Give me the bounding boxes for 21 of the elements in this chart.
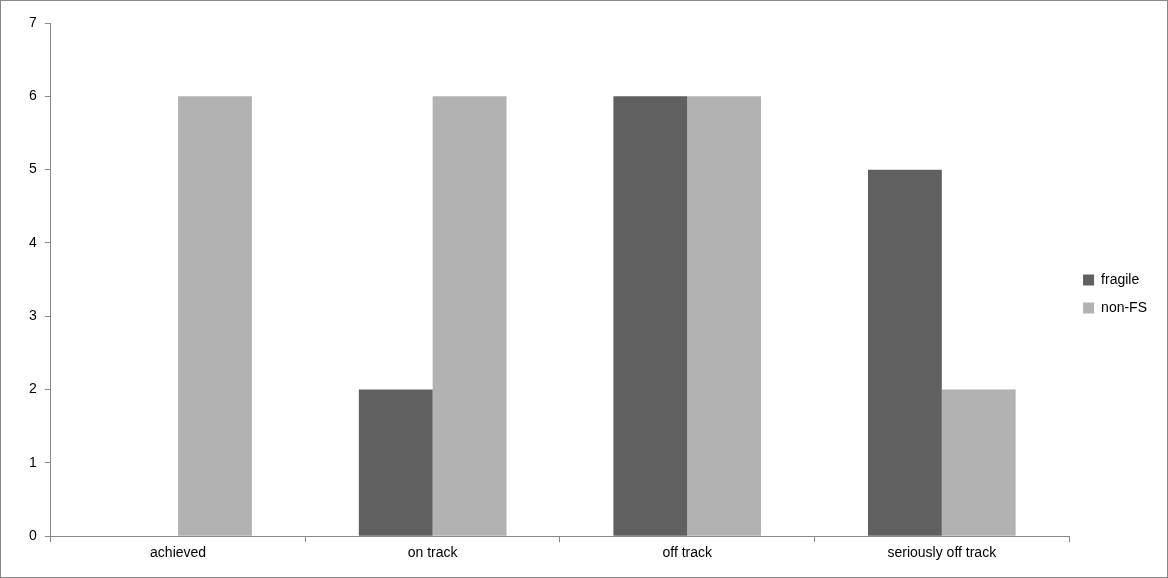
- y-tick-label: 5: [28, 160, 37, 177]
- bar: [613, 96, 688, 536]
- x-tick-label: achieved: [150, 544, 207, 561]
- y-tick-label: 1: [28, 453, 37, 470]
- y-tick-label: 0: [28, 527, 37, 544]
- bar: [687, 96, 762, 536]
- x-tick-label: on track: [407, 544, 459, 561]
- bar: [358, 389, 433, 536]
- x-tick-label: seriously off track: [887, 544, 998, 561]
- y-tick-label: 7: [28, 13, 37, 30]
- bar: [941, 389, 1016, 536]
- y-tick-label: 4: [28, 233, 37, 250]
- y-tick-label: 2: [28, 380, 37, 397]
- y-tick-label: 6: [28, 87, 37, 104]
- legend-label: fragile: [1101, 270, 1140, 287]
- bar: [867, 169, 942, 536]
- x-tick-label: off track: [662, 544, 713, 561]
- legend-label: non-FS: [1101, 298, 1148, 315]
- bar: [432, 96, 507, 536]
- y-tick-label: 3: [28, 307, 37, 324]
- bar: [178, 96, 252, 536]
